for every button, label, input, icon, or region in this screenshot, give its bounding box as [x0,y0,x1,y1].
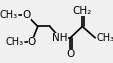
Text: O: O [22,10,31,20]
Text: CH₃: CH₃ [0,10,18,20]
Text: CH₃: CH₃ [6,37,24,47]
Text: O: O [66,49,74,59]
Text: CH₃: CH₃ [95,33,113,43]
Text: O: O [27,37,36,47]
Text: CH₂: CH₂ [72,6,91,16]
Text: NH: NH [52,33,67,43]
